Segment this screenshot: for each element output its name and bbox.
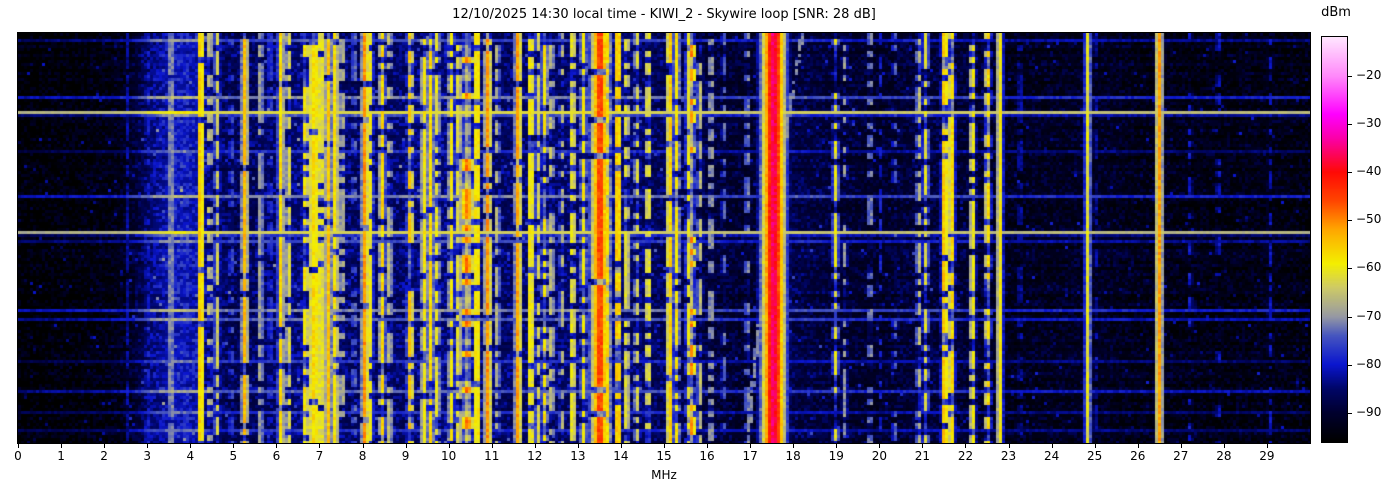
colorbar-tick-mark	[1348, 316, 1352, 318]
x-tick-mark	[577, 444, 579, 448]
x-tick-mark	[664, 444, 665, 448]
x-tick-mark	[620, 444, 622, 448]
x-tick-label: 13	[570, 449, 586, 463]
x-tick-label: 25	[1087, 449, 1103, 463]
x-tick-mark	[319, 444, 321, 448]
chart-title: 12/10/2025 14:30 local time - KIWI_2 - S…	[452, 7, 876, 22]
colorbar	[1321, 36, 1348, 443]
colorbar-tick-mark	[1348, 268, 1352, 270]
colorbar-tick-label: −60	[1356, 260, 1382, 275]
x-tick-mark	[793, 444, 795, 448]
x-tick-label: 16	[699, 449, 715, 463]
colorbar-tick-mark	[1348, 123, 1352, 125]
x-tick-label: 6	[272, 449, 281, 463]
colorbar-tick-label: −90	[1356, 405, 1382, 420]
x-tick-label: 10	[441, 449, 457, 463]
x-tick-mark	[1051, 444, 1053, 448]
x-tick-mark	[836, 444, 838, 448]
x-axis-label: MHz	[651, 468, 677, 482]
x-tick-label: 18	[785, 449, 801, 463]
x-tick-mark	[104, 444, 106, 448]
x-tick-mark	[147, 444, 149, 448]
x-tick-mark	[233, 444, 235, 448]
colorbar-tick-label: −20	[1356, 67, 1382, 82]
x-tick-mark	[534, 444, 536, 448]
colorbar-tick-label: −70	[1356, 308, 1382, 323]
x-tick-mark	[448, 444, 450, 448]
x-tick-mark	[190, 444, 192, 448]
x-tick-mark	[1137, 444, 1139, 448]
x-tick-mark	[922, 444, 924, 448]
x-tick-label: 5	[229, 449, 238, 463]
x-tick-mark	[61, 444, 63, 448]
x-tick-mark	[879, 444, 881, 448]
x-tick-mark	[18, 444, 19, 448]
colorbar-tick-mark	[1348, 172, 1352, 173]
x-tick-label: 8	[358, 449, 367, 463]
x-tick-label: 28	[1216, 449, 1232, 463]
colorbar-tick-mark	[1348, 75, 1352, 77]
colorbar-tick-label: −50	[1356, 212, 1382, 227]
x-tick-mark	[965, 444, 967, 448]
x-tick-label: 17	[742, 449, 758, 463]
x-tick-label: 23	[1000, 449, 1017, 463]
x-tick-mark	[1180, 444, 1182, 448]
colorbar-tick-mark	[1348, 364, 1352, 366]
x-tick-label: 21	[914, 449, 931, 463]
x-tick-label: 3	[143, 449, 151, 463]
x-tick-label: 22	[957, 449, 974, 463]
x-tick-mark	[276, 444, 278, 448]
x-tick-label: 27	[1173, 449, 1189, 463]
colorbar-tick-label: −30	[1356, 115, 1382, 130]
x-tick-label: 20	[871, 449, 887, 463]
x-tick-label: 15	[656, 449, 672, 463]
colorbar-tick-mark	[1348, 220, 1352, 222]
x-tick-label: 2	[100, 449, 108, 463]
x-tick-label: 19	[828, 449, 844, 463]
x-tick-mark	[405, 444, 407, 448]
colorbar-label: dBm	[1321, 5, 1351, 20]
x-tick-label: 24	[1043, 449, 1060, 463]
x-tick-label: 4	[186, 449, 195, 463]
colorbar-tick-label: −40	[1356, 164, 1382, 178]
x-tick-label: 1	[57, 449, 65, 463]
colorbar-tick-label: −80	[1356, 356, 1382, 371]
x-tick-label: 9	[401, 449, 410, 463]
x-tick-label: 12	[527, 449, 543, 463]
x-tick-mark	[491, 444, 493, 448]
x-tick-mark	[1008, 444, 1010, 448]
x-tick-label: 26	[1130, 449, 1146, 463]
x-tick-mark	[707, 444, 709, 448]
x-tick-mark	[750, 444, 752, 448]
x-tick-label: 11	[484, 449, 500, 463]
x-tick-label: 7	[315, 449, 324, 463]
x-tick-label: 0	[14, 449, 22, 463]
x-tick-mark	[362, 444, 364, 448]
x-tick-mark	[1223, 444, 1225, 448]
x-tick-mark	[1266, 444, 1268, 448]
x-tick-label: 14	[613, 449, 629, 463]
x-tick-mark	[1094, 444, 1096, 448]
colorbar-tick-mark	[1348, 413, 1352, 415]
waterfall-heatmap-canvas	[17, 32, 1311, 444]
x-tick-label: 29	[1259, 449, 1275, 463]
